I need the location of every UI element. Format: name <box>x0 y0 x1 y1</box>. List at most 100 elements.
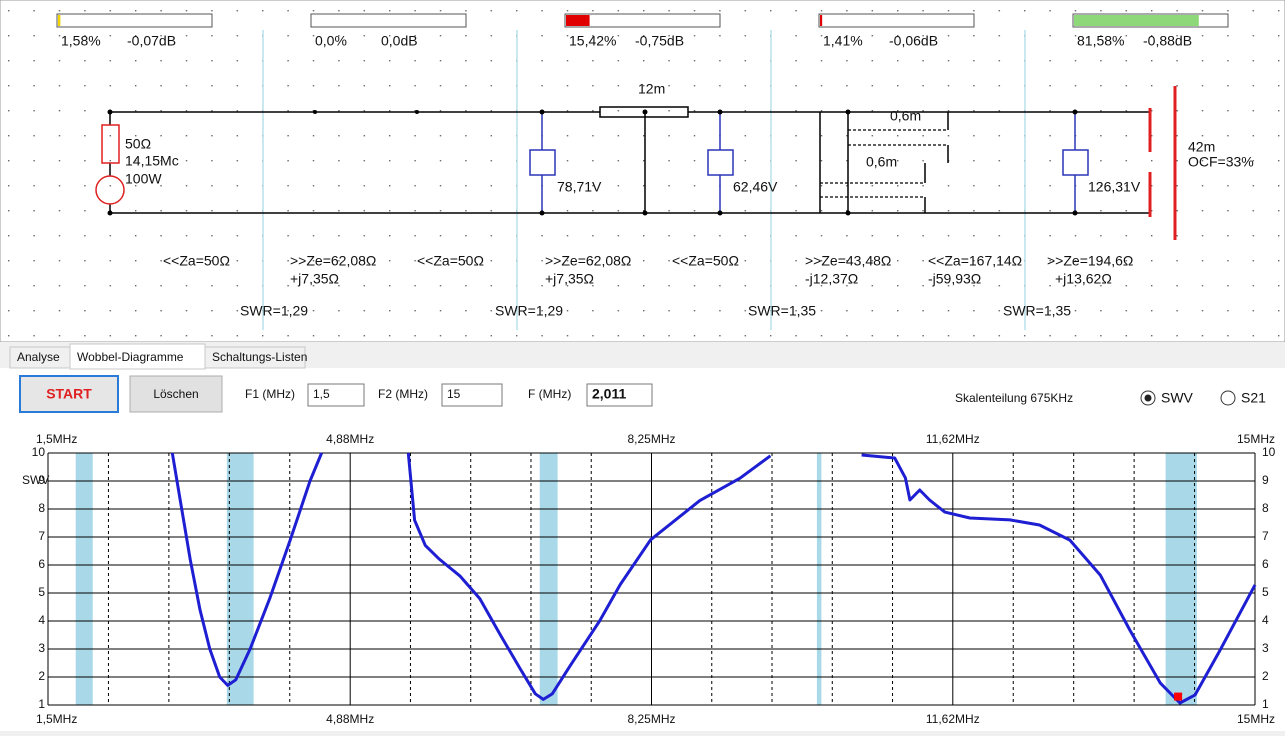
input-value[interactable]: 2,011 <box>592 386 626 402</box>
field-label: F (MHz) <box>528 387 571 401</box>
input-box[interactable] <box>586 383 653 407</box>
start-button[interactable] <box>19 375 119 413</box>
y-tick-label: 9 <box>38 473 45 487</box>
band <box>226 453 254 705</box>
radio-dot <box>1144 394 1152 402</box>
schematic-label: SWR=1,29 <box>495 303 563 319</box>
meter-db: -0,75dB <box>635 33 684 49</box>
x-tick-label: 4,88MHz <box>326 712 374 726</box>
band <box>539 453 558 705</box>
field-label: F2 (MHz) <box>378 387 428 401</box>
meter-fill <box>820 15 823 26</box>
schematic-label: <<Za=50Ω <box>163 253 230 269</box>
y-tick-label: 5 <box>38 585 45 599</box>
start-label[interactable]: START <box>46 386 92 402</box>
source <box>95 124 125 205</box>
y-tick-label: 7 <box>1262 529 1269 543</box>
meter-frame <box>564 13 721 28</box>
input-value[interactable]: 15 <box>447 387 461 401</box>
y-tick-label: 5 <box>1262 585 1269 599</box>
schematic-label: +j7,35Ω <box>290 271 339 287</box>
y-axis-label: SWV <box>22 473 49 487</box>
y-tick-label: 6 <box>38 557 45 571</box>
schematic-label: >>Ze=194,6Ω <box>1047 253 1133 269</box>
tab-label[interactable]: Wobbel-Diagramme <box>77 350 184 364</box>
x-tick-label: 15MHz <box>1237 432 1275 446</box>
schematic-label: 50Ω <box>125 136 151 152</box>
y-tick-label: 1 <box>1262 697 1269 711</box>
y-tick-label: 3 <box>38 641 45 655</box>
x-tick-label: 15MHz <box>1237 712 1275 726</box>
x-tick-label: 1,5MHz <box>36 432 77 446</box>
schematic-label: >>Ze=62,08Ω <box>290 253 376 269</box>
y-tick-label: 8 <box>1262 501 1269 515</box>
y-tick-label: 7 <box>38 529 45 543</box>
schematic-label: 12m <box>638 81 665 97</box>
tab-label[interactable]: Analyse <box>17 350 60 364</box>
field-label: F1 (MHz) <box>245 387 295 401</box>
input-box[interactable] <box>307 383 365 407</box>
radio[interactable] <box>1220 390 1236 406</box>
clear-label[interactable]: Löschen <box>153 387 198 401</box>
x-tick-label: 8,25MHz <box>627 432 675 446</box>
schematic-label: 126,31V <box>1088 179 1141 195</box>
schematic-label: +j7,35Ω <box>545 271 594 287</box>
y-tick-label: 10 <box>32 445 46 459</box>
meter-frame <box>310 13 467 28</box>
clear-button[interactable] <box>129 375 223 413</box>
tab[interactable] <box>204 346 306 369</box>
y-tick-label: 1 <box>38 697 45 711</box>
y-tick-label: 8 <box>38 501 45 515</box>
meter-percent: 0,0% <box>315 33 347 49</box>
tab[interactable] <box>69 343 206 370</box>
y-tick-label: 6 <box>1262 557 1269 571</box>
schematic-label: <<Za=50Ω <box>417 253 484 269</box>
y-tick-label: 2 <box>38 669 45 683</box>
circuit <box>109 106 1150 214</box>
schematic-label: 62,46V <box>733 179 778 195</box>
schematic-label: OCF=33% <box>1188 154 1254 170</box>
meter-percent: 15,42% <box>569 33 616 49</box>
x-tick-label: 4,88MHz <box>326 432 374 446</box>
schematic-label: 0,6m <box>866 154 897 170</box>
meter-db: 0,0dB <box>381 33 418 49</box>
meter-percent: 1,58% <box>61 33 101 49</box>
x-tick-label: 11,62MHz <box>926 432 980 446</box>
schematic-label: +j13,62Ω <box>1055 271 1112 287</box>
antenna <box>1148 86 1177 240</box>
meter-db: -0,06dB <box>889 33 938 49</box>
schematic-label: >>Ze=62,08Ω <box>545 253 631 269</box>
meter-percent: 1,41% <box>823 33 863 49</box>
swr-curve <box>170 452 1257 705</box>
input-value[interactable]: 1,5 <box>313 387 330 401</box>
schematic-label: SWR=1,35 <box>1003 303 1071 319</box>
meter-percent: 81,58% <box>1077 33 1124 49</box>
schematic-label: -j59,93Ω <box>928 271 981 287</box>
section-separators <box>262 30 1026 330</box>
schematic-label: <<Za=50Ω <box>672 253 739 269</box>
y-tick-label: 10 <box>1262 445 1276 459</box>
schematic-label: 100W <box>125 171 162 187</box>
x-tick-label: 11,62MHz <box>926 712 980 726</box>
probes <box>529 112 1089 213</box>
schematic-label: 14,15Mc <box>125 153 179 169</box>
nodes <box>107 109 1078 216</box>
meter-fill <box>1074 15 1199 26</box>
radio-label[interactable]: S21 <box>1241 390 1266 406</box>
x-tick-label: 1,5MHz <box>36 712 77 726</box>
schematic-label: -j12,37Ω <box>805 271 858 287</box>
y-tick-label: 9 <box>1262 473 1269 487</box>
tab-label[interactable]: Schaltungs-Listen <box>212 350 307 364</box>
meter-fill <box>566 15 590 26</box>
schematic-label: >>Ze=43,48Ω <box>805 253 891 269</box>
meter-fill <box>58 15 61 26</box>
radio-label[interactable]: SWV <box>1161 390 1194 406</box>
meter-db: -0,07dB <box>127 33 176 49</box>
input-box[interactable] <box>441 383 503 407</box>
band <box>75 453 93 705</box>
schematic-label: 0,6m <box>890 108 921 124</box>
schematic-label: SWR=1,29 <box>240 303 308 319</box>
band <box>816 453 822 705</box>
